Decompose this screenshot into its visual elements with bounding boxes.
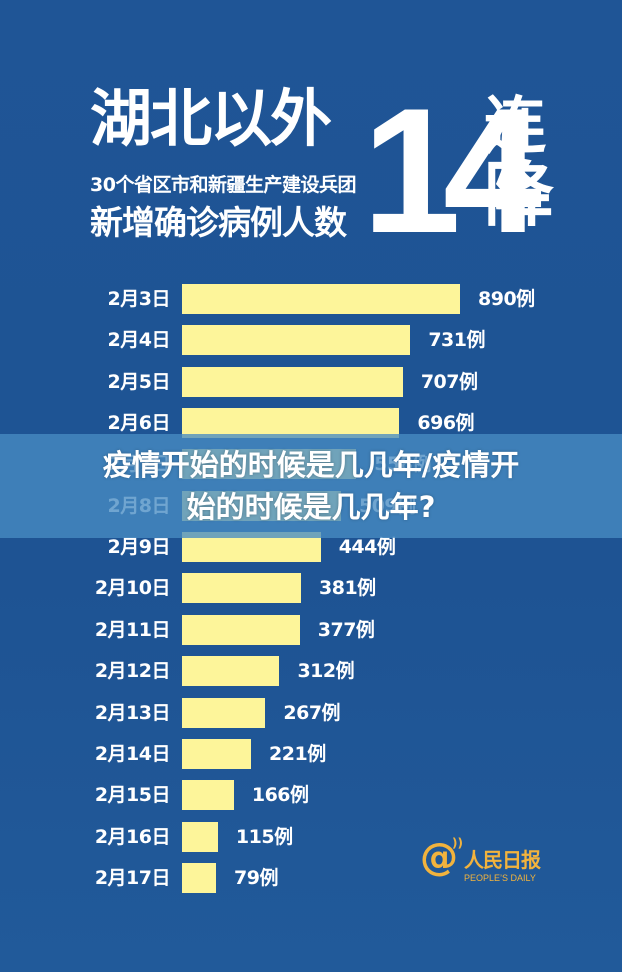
big-number: 14 bbox=[362, 71, 542, 270]
title-suffix-jiang: 降 bbox=[484, 154, 554, 236]
bar-row: 2月5日 707例 bbox=[0, 366, 622, 397]
at-icon: @ bbox=[420, 835, 458, 879]
bar-row: 2月16日 115例 bbox=[0, 821, 622, 852]
bar-category-label: 2月10日 bbox=[94, 577, 171, 600]
bar-value-label: 166例 bbox=[251, 784, 309, 807]
bar bbox=[182, 366, 403, 397]
bar-category-label: 2月15日 bbox=[94, 784, 171, 807]
bar-row: 2月3日 890例 bbox=[0, 284, 622, 314]
bar-value-label: 115例 bbox=[235, 825, 293, 848]
bar-value-label: 312例 bbox=[297, 660, 355, 683]
bar-category-label: 2月6日 bbox=[107, 412, 171, 435]
bar bbox=[182, 821, 218, 852]
bar-category-label: 2月9日 bbox=[107, 536, 171, 559]
logo-name-cn: 人民日报 bbox=[464, 848, 541, 872]
bar bbox=[182, 284, 460, 314]
bar-value-label: 381例 bbox=[319, 577, 376, 600]
bar-row: 2月6日 696例 bbox=[0, 408, 622, 439]
bar-category-label: 2月14日 bbox=[94, 742, 171, 765]
bar-value-label: 267例 bbox=[283, 701, 341, 724]
bar-value-label: 79例 bbox=[234, 866, 278, 889]
bar-value-label: 696例 bbox=[417, 412, 475, 435]
bar bbox=[182, 614, 300, 645]
bar-category-label: 2月13日 bbox=[94, 701, 171, 724]
title-main: 湖北以外 bbox=[90, 82, 332, 155]
bar-category-label: 2月5日 bbox=[107, 370, 171, 393]
title-subtitle-line2: 新增确诊病例人数 bbox=[90, 203, 347, 242]
bar-row: 2月4日 731例 bbox=[0, 325, 622, 356]
overlay-line-1: 疫情开始的时候是几几年/疫情开 bbox=[102, 448, 520, 482]
title-suffix-lian: 连 bbox=[484, 89, 547, 162]
bar-category-label: 2月12日 bbox=[94, 660, 171, 683]
title-subtitle-line1: 30个省区市和新疆生产建设兵团 bbox=[90, 174, 356, 196]
bar-value-label: 221例 bbox=[269, 742, 326, 765]
bar-row: 2月14日 221例 bbox=[0, 738, 622, 769]
bar bbox=[182, 738, 252, 769]
bar-value-label: 731例 bbox=[428, 329, 485, 352]
bar bbox=[182, 325, 411, 356]
bar bbox=[182, 862, 216, 893]
bar-value-label: 707例 bbox=[420, 370, 478, 393]
bar-value-label: 444例 bbox=[338, 536, 396, 559]
bar-category-label: 2月3日 bbox=[107, 288, 171, 310]
bar-row: 2月12日 312例 bbox=[0, 656, 622, 687]
bar bbox=[182, 408, 400, 439]
bar bbox=[182, 697, 266, 728]
logo-name-en: PEOPLE’S DAILY bbox=[464, 873, 536, 883]
headline-overlay-band bbox=[0, 434, 622, 538]
bar bbox=[182, 656, 280, 687]
bar-category-label: 2月4日 bbox=[107, 329, 171, 352]
overlay-line-2: 始的时候是几几年? bbox=[186, 490, 436, 524]
bar bbox=[182, 573, 301, 604]
bar-value-label: 377例 bbox=[317, 618, 375, 641]
bar-category-label: 2月17日 bbox=[94, 866, 171, 889]
bar-value-label: 890例 bbox=[478, 288, 535, 310]
bar bbox=[182, 780, 234, 811]
bar-row: 2月13日 267例 bbox=[0, 697, 622, 728]
bar-category-label: 2月11日 bbox=[94, 618, 171, 641]
signal-waves-icon: )) bbox=[452, 836, 463, 850]
bar-row: 2月17日 79例 bbox=[0, 862, 622, 893]
bar-row: 2月11日 377例 bbox=[0, 614, 622, 645]
bar-category-label: 2月16日 bbox=[94, 825, 171, 848]
headline-overlay-text: 疫情开始的时候是几几年/疫情开 始的时候是几几年? bbox=[0, 444, 622, 528]
bar-row: 2月15日 166例 bbox=[0, 780, 622, 811]
peoples-daily-logo: @ )) 人民日报 PEOPLE’S DAILY bbox=[420, 836, 570, 892]
bar-row: 2月10日 381例 bbox=[0, 573, 622, 604]
